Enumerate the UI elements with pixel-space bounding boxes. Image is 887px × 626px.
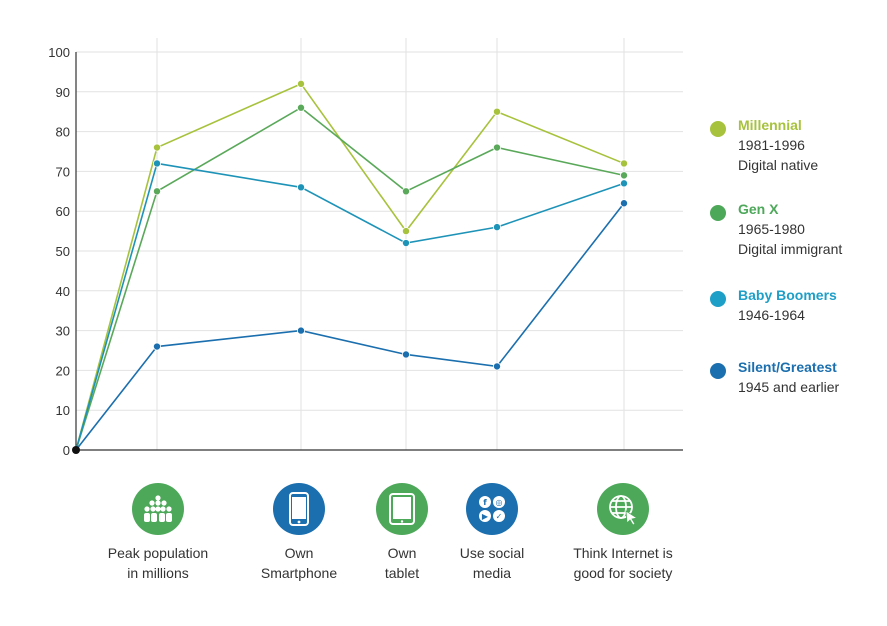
data-point xyxy=(492,107,501,116)
svg-text:✓: ✓ xyxy=(496,512,503,521)
category-own-smartphone: Own Smartphone xyxy=(224,483,374,583)
y-tick-label: 10 xyxy=(56,403,70,418)
data-point xyxy=(620,171,629,180)
category-label: Think Internet is good for society xyxy=(573,545,673,581)
data-point xyxy=(492,143,501,152)
y-tick-label: 90 xyxy=(56,85,70,100)
legend-name: Baby Boomers xyxy=(738,287,837,303)
data-point xyxy=(492,223,501,232)
data-point xyxy=(620,179,629,188)
series-line-2 xyxy=(75,162,625,451)
category-label: Peak population in millions xyxy=(107,545,209,581)
data-point xyxy=(620,159,629,168)
tablet-icon xyxy=(376,483,428,535)
y-tick-label: 60 xyxy=(56,204,70,219)
legend-years: 1965-1980 xyxy=(738,221,805,237)
category-label: Own Smartphone xyxy=(260,545,338,581)
legend-item-gen-x: Gen X 1965-1980 Digital immigrant xyxy=(710,199,885,285)
y-tick-label: 0 xyxy=(63,443,70,458)
legend-item-millennial: Millennial 1981-1996 Digital native xyxy=(710,115,885,187)
smartphone-icon xyxy=(273,483,325,535)
people-pyramid-icon xyxy=(132,483,184,535)
y-tick-label: 20 xyxy=(56,363,70,378)
series-line-0 xyxy=(75,82,625,451)
data-point xyxy=(401,350,410,359)
category-label: Use social media xyxy=(459,545,525,581)
legend-item-silent-greatest: Silent/Greatest 1945 and earlier xyxy=(710,357,885,401)
legend-years: 1981-1996 xyxy=(738,137,805,153)
y-axis-ticks: 0 10 20 30 40 50 60 70 80 90 100 xyxy=(48,45,70,458)
data-point xyxy=(401,187,410,196)
data-point xyxy=(296,183,305,192)
data-point xyxy=(152,159,161,168)
svg-text:f: f xyxy=(483,498,487,507)
category-internet-good: Think Internet is good for society xyxy=(548,483,698,583)
legend-dot-icon xyxy=(710,291,726,307)
data-point xyxy=(620,199,629,208)
data-point xyxy=(401,227,410,236)
line-chart: 0 10 20 30 40 50 60 70 80 90 100 xyxy=(48,38,683,458)
y-tick-label: 30 xyxy=(56,324,70,339)
data-point xyxy=(296,326,305,335)
legend-years: 1945 and earlier xyxy=(738,379,840,395)
data-point xyxy=(152,143,161,152)
y-tick-label: 70 xyxy=(56,164,70,179)
series-points xyxy=(72,79,629,454)
legend-dot-icon xyxy=(710,205,726,221)
series-lines xyxy=(75,82,625,451)
legend-note: Digital native xyxy=(738,157,819,173)
data-point xyxy=(296,103,305,112)
svg-text:◎: ◎ xyxy=(496,498,503,507)
y-tick-label: 50 xyxy=(56,244,70,259)
legend-item-baby-boomers: Baby Boomers 1946-1964 xyxy=(710,285,885,345)
legend-dot-icon xyxy=(710,363,726,379)
social-media-icon: f ◎ ▶ ✓ xyxy=(466,483,518,535)
category-use-social-media: f ◎ ▶ ✓ Use social media xyxy=(417,483,567,583)
data-point xyxy=(152,342,161,351)
y-tick-label: 100 xyxy=(48,45,70,60)
origin-point xyxy=(72,446,80,454)
category-own-tablet: Own tablet xyxy=(327,483,477,583)
legend-years: 1946-1964 xyxy=(738,307,805,323)
data-point xyxy=(152,187,161,196)
legend-name: Gen X xyxy=(738,201,779,217)
data-point xyxy=(401,239,410,248)
svg-text:▶: ▶ xyxy=(482,512,489,521)
y-tick-label: 40 xyxy=(56,284,70,299)
axes xyxy=(75,52,683,451)
series-line-3 xyxy=(75,202,625,451)
legend: Millennial 1981-1996 Digital native Gen … xyxy=(710,115,885,401)
category-peak-population: Peak population in millions xyxy=(83,483,233,583)
legend-dot-icon xyxy=(710,121,726,137)
data-point xyxy=(492,362,501,371)
legend-note: Digital immigrant xyxy=(738,241,843,257)
category-label: Own tablet xyxy=(384,545,420,581)
y-tick-label: 80 xyxy=(56,125,70,140)
data-point xyxy=(296,79,305,88)
globe-cursor-icon xyxy=(597,483,649,535)
series-line-1 xyxy=(75,106,625,451)
legend-name: Millennial xyxy=(738,117,802,133)
legend-name: Silent/Greatest xyxy=(738,359,837,375)
